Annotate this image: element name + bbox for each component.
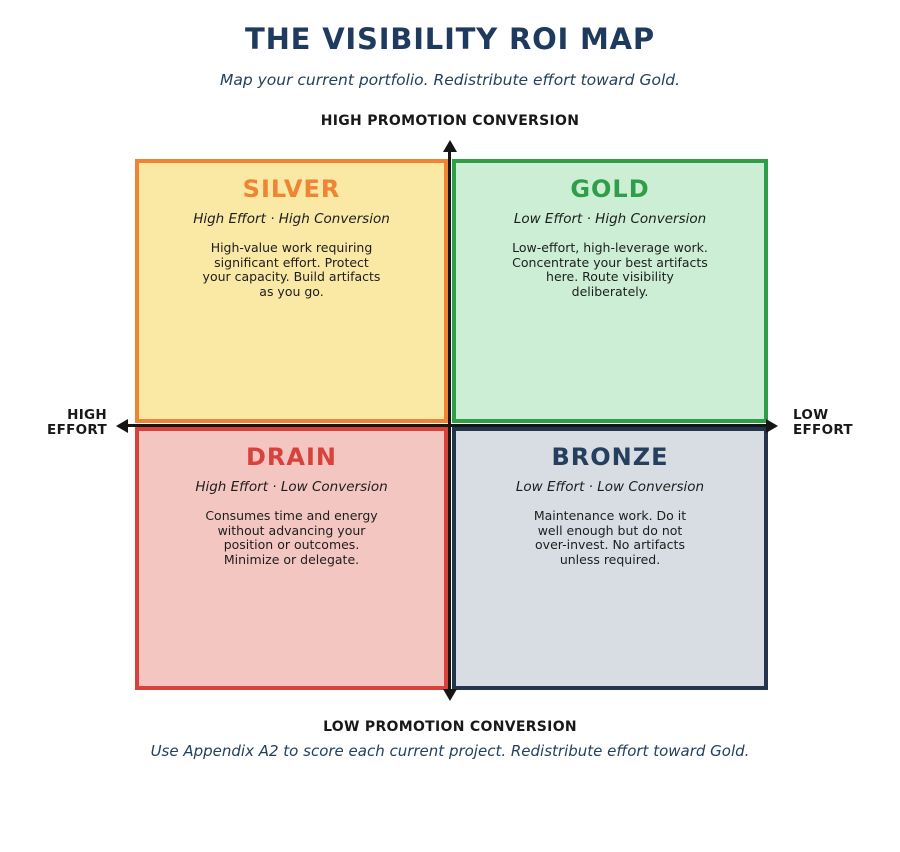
quadrant-silver-body: High-value work requiring significant ef… (202, 239, 381, 300)
quadrant-bronze: BRONZE Low Effort · Low Conversion Maint… (452, 427, 768, 690)
quadrant-gold-title: GOLD (570, 175, 650, 203)
axis-label-left: HIGH EFFORT (47, 407, 107, 439)
quadrant-silver-subtitle: High Effort · High Conversion (193, 210, 390, 227)
quadrant-silver-title: SILVER (242, 175, 341, 203)
quadrant-gold-body: Low-effort, high-leverage work. Concentr… (512, 239, 708, 300)
page-footnote: Use Appendix A2 to score each current pr… (150, 742, 750, 760)
quadrant-gold-subtitle: Low Effort · High Conversion (513, 210, 707, 227)
page-title: THE VISIBILITY ROI MAP (245, 22, 655, 56)
axis-arrow-down-icon (443, 689, 457, 701)
vertical-axis-line (448, 150, 451, 692)
horizontal-axis-line (127, 424, 770, 427)
quadrant-drain: DRAIN High Effort · Low Conversion Consu… (135, 427, 448, 690)
axis-label-bottom: LOW PROMOTION CONVERSION (323, 719, 577, 735)
quadrant-drain-body: Consumes time and energy without advanci… (205, 507, 378, 568)
axis-arrow-left-icon (116, 418, 128, 433)
axis-arrow-right-icon (766, 418, 778, 433)
quadrant-drain-title: DRAIN (246, 443, 337, 471)
quadrant-bronze-subtitle: Low Effort · Low Conversion (515, 478, 705, 495)
quadrant-bronze-title: BRONZE (551, 443, 669, 471)
page-subtitle: Map your current portfolio. Redistribute… (219, 71, 681, 89)
axis-label-right: LOW EFFORT (793, 407, 853, 439)
axis-arrow-up-icon (443, 140, 457, 152)
axis-label-top: HIGH PROMOTION CONVERSION (320, 113, 580, 129)
quadrant-silver: SILVER High Effort · High Conversion Hig… (135, 159, 448, 423)
quadrant-drain-subtitle: High Effort · Low Conversion (195, 478, 388, 495)
quadrant-gold: GOLD Low Effort · High Conversion Low-ef… (452, 159, 768, 423)
quadrant-bronze-body: Maintenance work. Do it well enough but … (533, 507, 687, 568)
